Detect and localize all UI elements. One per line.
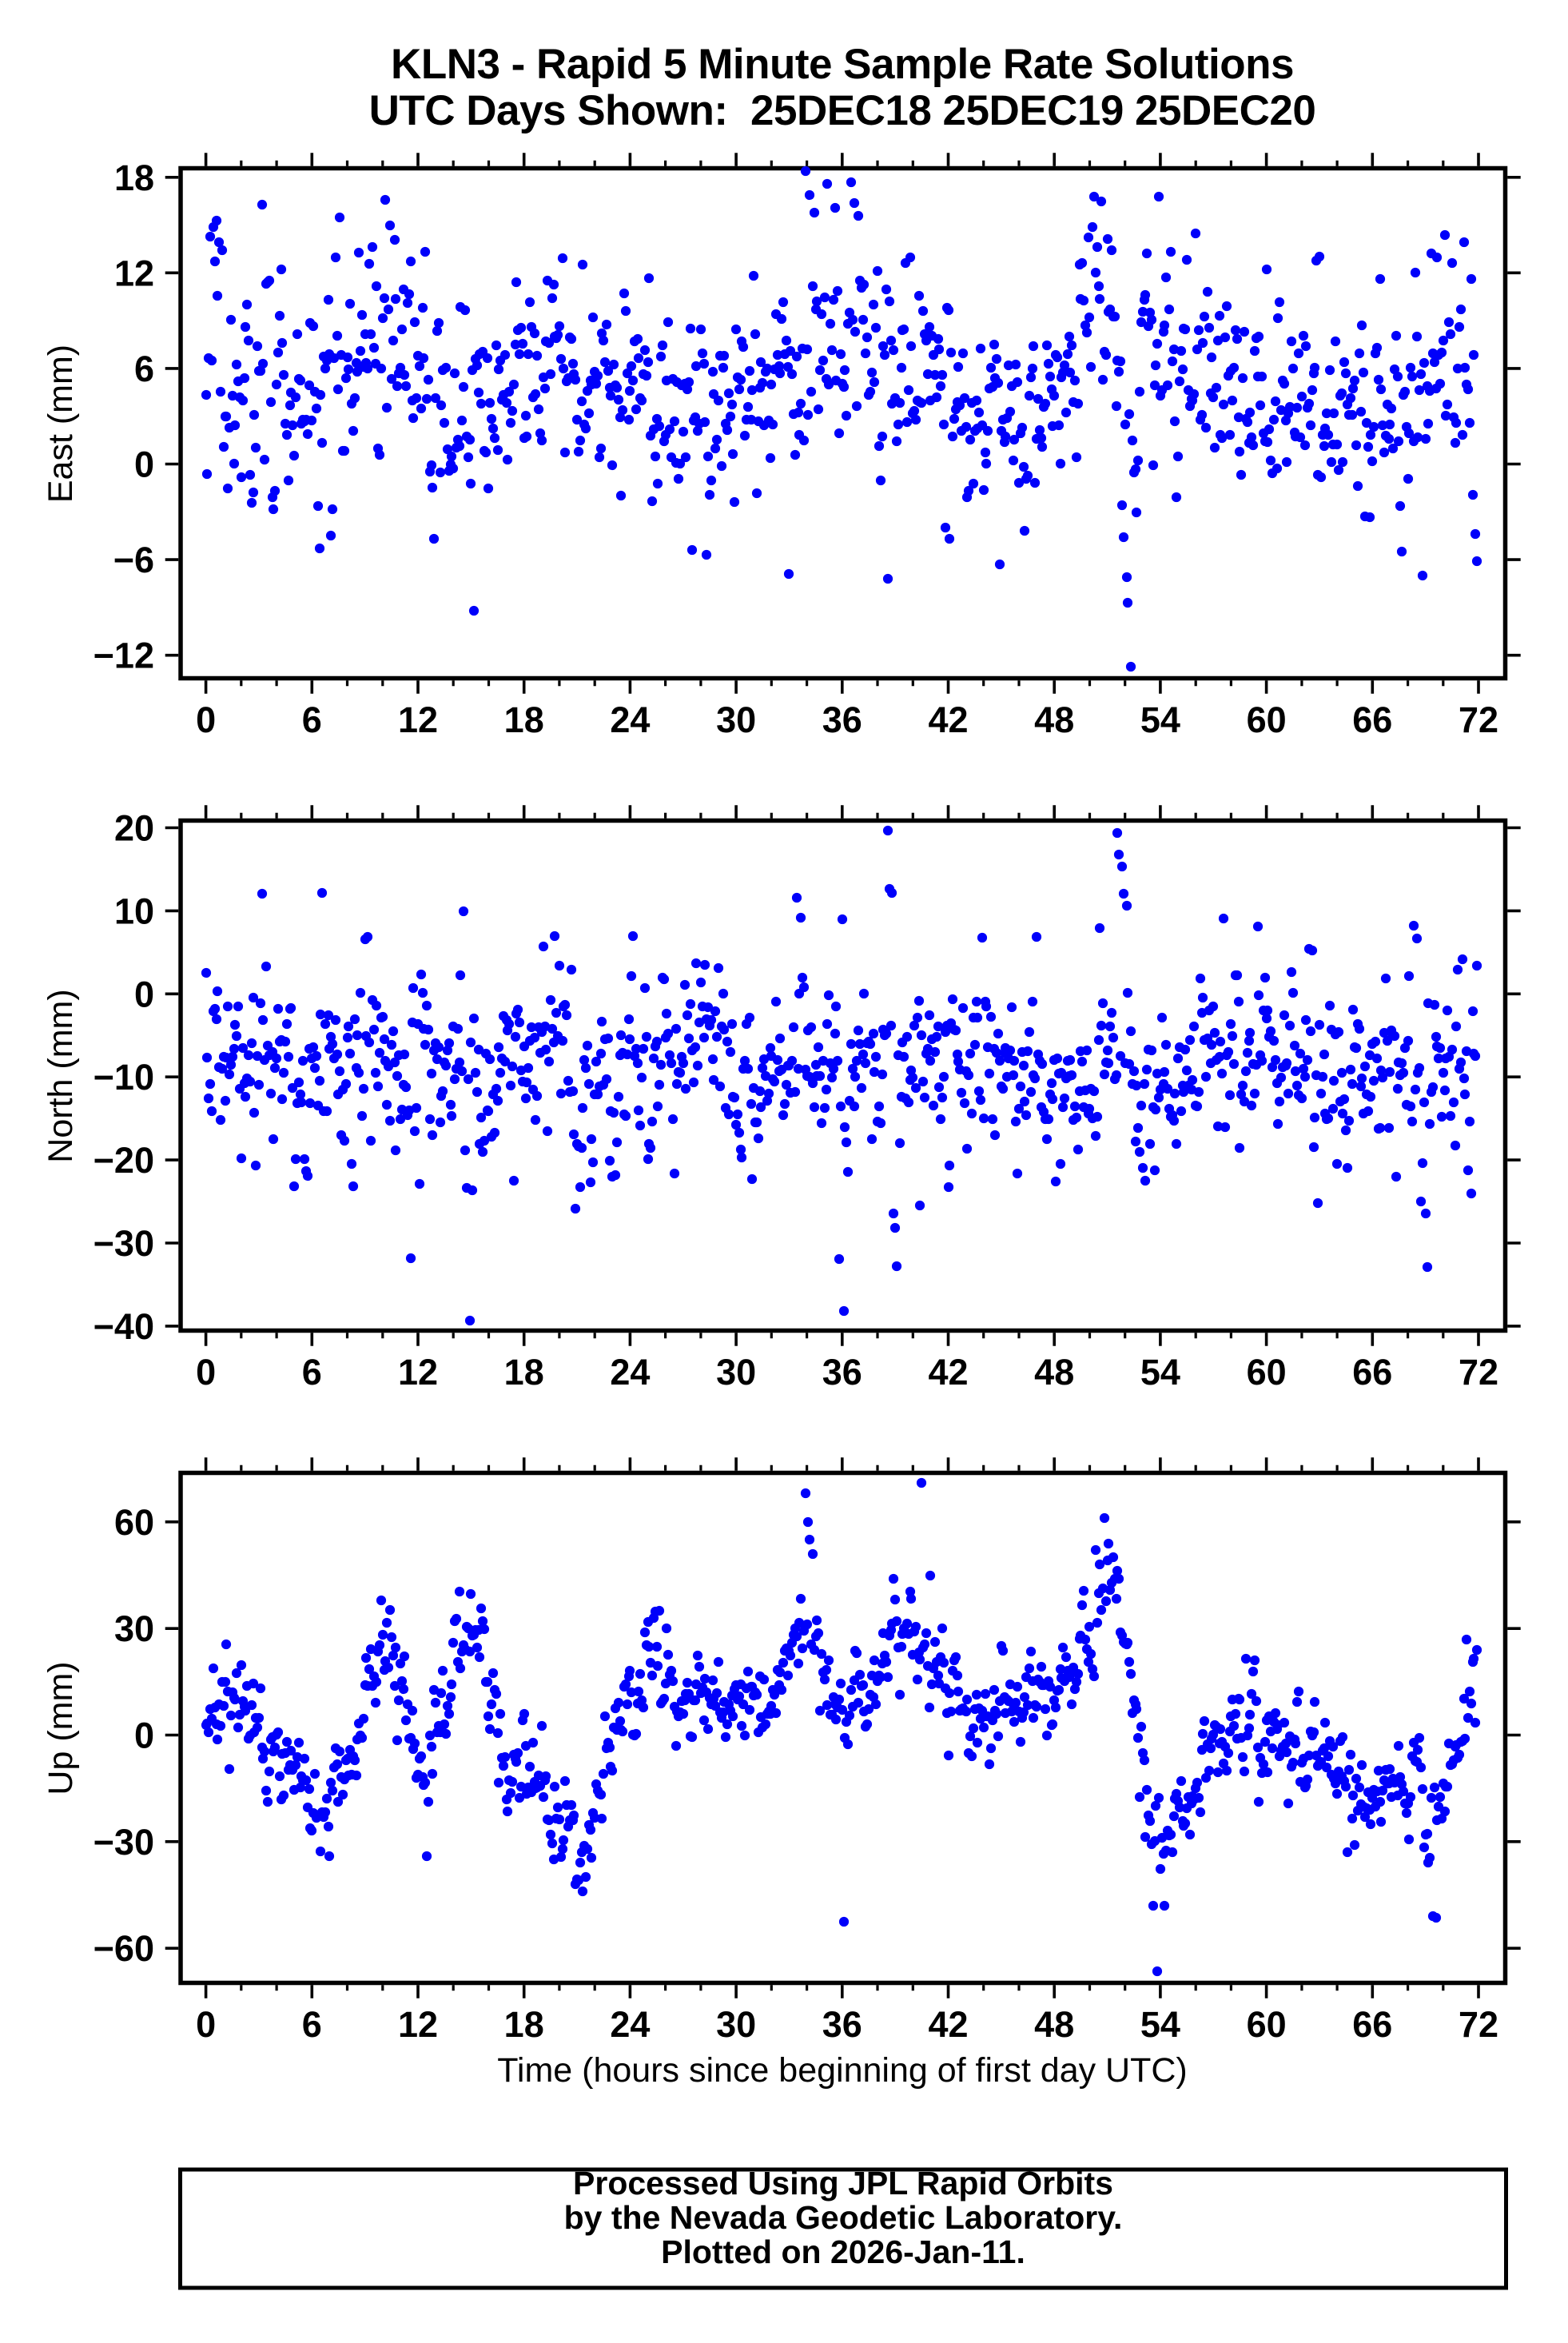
svg-text:36: 36 xyxy=(822,1352,862,1393)
svg-text:East (mm): East (mm) xyxy=(42,345,80,503)
svg-text:−60: −60 xyxy=(94,1928,154,1969)
svg-text:6: 6 xyxy=(302,2004,322,2045)
svg-text:54: 54 xyxy=(1140,699,1180,740)
svg-text:−30: −30 xyxy=(94,1822,154,1863)
svg-text:24: 24 xyxy=(610,1352,650,1393)
svg-text:72: 72 xyxy=(1459,699,1498,740)
svg-text:36: 36 xyxy=(822,2004,862,2045)
svg-text:by the Nevada Geodetic Laborat: by the Nevada Geodetic Laboratory. xyxy=(564,2199,1123,2236)
svg-text:0: 0 xyxy=(134,1715,154,1756)
svg-text:0: 0 xyxy=(196,699,216,740)
svg-text:Plotted on 2026-Jan-11.: Plotted on 2026-Jan-11. xyxy=(661,2233,1025,2270)
svg-text:12: 12 xyxy=(114,253,154,293)
svg-text:60: 60 xyxy=(1247,699,1287,740)
svg-text:Up (mm): Up (mm) xyxy=(42,1661,80,1795)
svg-text:36: 36 xyxy=(822,699,862,740)
svg-text:−30: −30 xyxy=(94,1223,154,1264)
svg-text:42: 42 xyxy=(928,1352,968,1393)
svg-text:12: 12 xyxy=(398,1352,438,1393)
svg-text:North (mm): North (mm) xyxy=(42,989,80,1162)
svg-text:42: 42 xyxy=(928,2004,968,2045)
svg-text:Time (hours since beginning of: Time (hours since beginning of first day… xyxy=(497,2051,1188,2090)
svg-text:10: 10 xyxy=(114,891,154,931)
svg-text:−10: −10 xyxy=(94,1057,154,1098)
svg-text:Processed Using JPL Rapid Orbi: Processed Using JPL Rapid Orbits xyxy=(573,2165,1113,2202)
svg-text:30: 30 xyxy=(114,1608,154,1649)
svg-text:42: 42 xyxy=(928,699,968,740)
svg-text:48: 48 xyxy=(1034,1352,1074,1393)
svg-text:60: 60 xyxy=(114,1502,154,1543)
svg-text:30: 30 xyxy=(716,1352,756,1393)
svg-text:66: 66 xyxy=(1352,699,1392,740)
svg-text:UTC Days Shown: 25DEC18 25DEC: UTC Days Shown: 25DEC18 25DEC19 25DEC20 xyxy=(369,87,1316,134)
svg-text:24: 24 xyxy=(610,2004,650,2045)
svg-text:6: 6 xyxy=(302,1352,322,1393)
svg-text:18: 18 xyxy=(504,1352,544,1393)
svg-text:24: 24 xyxy=(610,699,650,740)
svg-text:72: 72 xyxy=(1459,1352,1498,1393)
svg-text:48: 48 xyxy=(1034,2004,1074,2045)
svg-text:12: 12 xyxy=(398,2004,438,2045)
svg-text:6: 6 xyxy=(134,349,154,389)
svg-text:−20: −20 xyxy=(94,1140,154,1181)
svg-text:72: 72 xyxy=(1459,2004,1498,2045)
svg-text:−40: −40 xyxy=(94,1306,154,1347)
svg-text:30: 30 xyxy=(716,2004,756,2045)
svg-text:−12: −12 xyxy=(94,636,154,676)
svg-text:12: 12 xyxy=(398,699,438,740)
svg-text:18: 18 xyxy=(504,699,544,740)
svg-text:−6: −6 xyxy=(113,540,154,580)
svg-text:0: 0 xyxy=(134,974,154,1014)
svg-text:18: 18 xyxy=(504,2004,544,2045)
svg-text:60: 60 xyxy=(1247,2004,1287,2045)
svg-text:0: 0 xyxy=(196,1352,216,1393)
svg-text:66: 66 xyxy=(1352,2004,1392,2045)
svg-text:18: 18 xyxy=(114,157,154,198)
svg-text:6: 6 xyxy=(302,699,322,740)
svg-text:0: 0 xyxy=(196,2004,216,2045)
svg-text:30: 30 xyxy=(716,699,756,740)
svg-text:0: 0 xyxy=(134,444,154,485)
svg-text:54: 54 xyxy=(1140,2004,1180,2045)
svg-text:66: 66 xyxy=(1352,1352,1392,1393)
svg-text:54: 54 xyxy=(1140,1352,1180,1393)
svg-text:20: 20 xyxy=(114,808,154,849)
svg-text:60: 60 xyxy=(1247,1352,1287,1393)
svg-text:KLN3 - Rapid 5 Minute Sample R: KLN3 - Rapid 5 Minute Sample Rate Soluti… xyxy=(391,41,1294,88)
svg-text:48: 48 xyxy=(1034,699,1074,740)
